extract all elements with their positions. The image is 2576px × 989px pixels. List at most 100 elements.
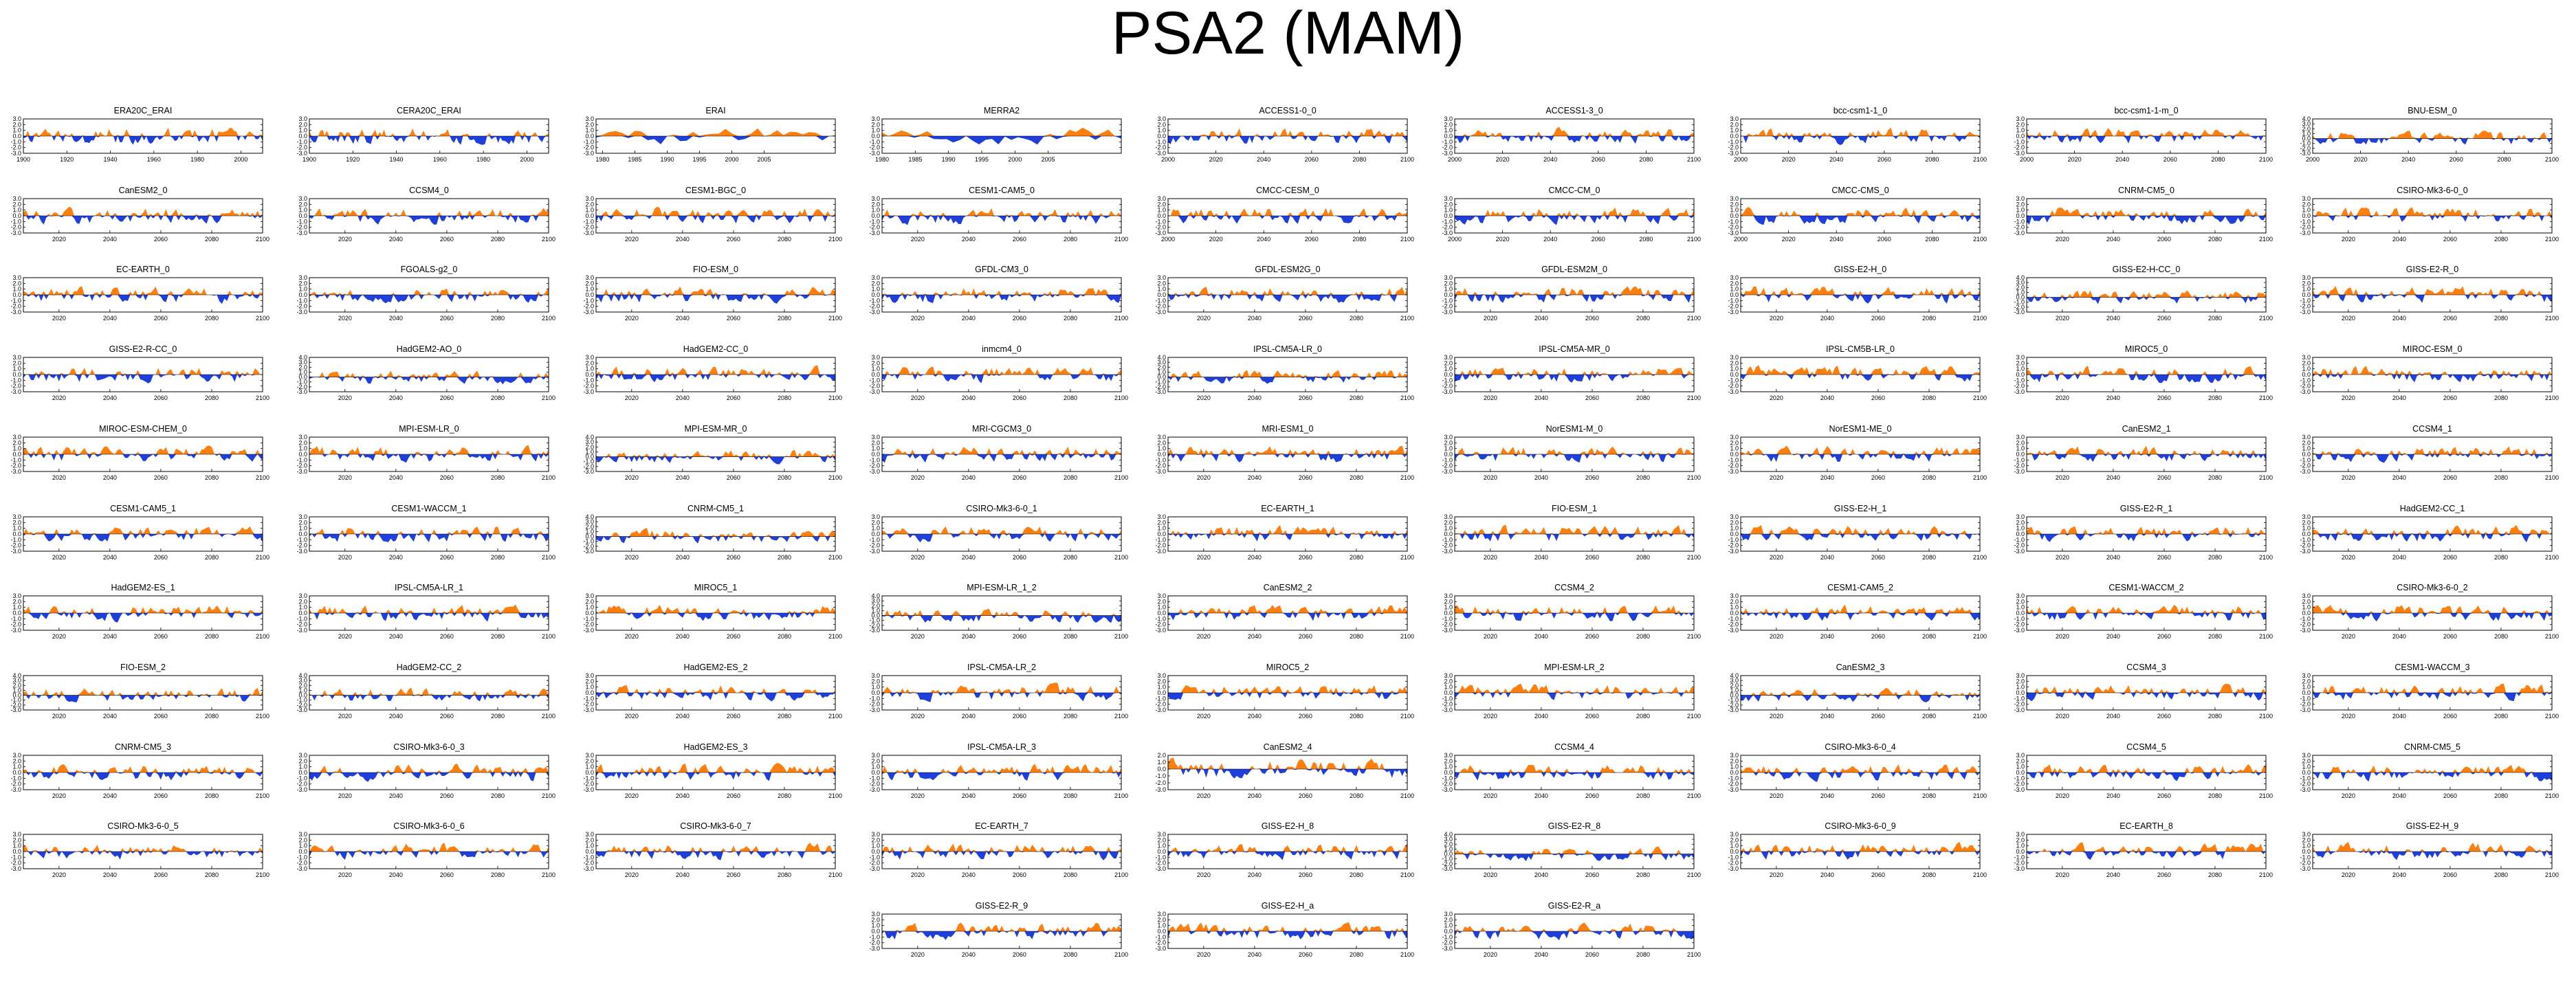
x-tick-label: 2100 (2259, 236, 2273, 243)
y-tick-label: -2.0 (1442, 144, 1453, 151)
x-tick-label: 2100 (1686, 474, 1700, 481)
panel-title: CSIRO-Mk3-6-0_4 (1825, 742, 1896, 752)
y-tick-label: 0.0 (1444, 851, 1453, 858)
x-tick-label: 2060 (1585, 554, 1598, 561)
y-tick-label: 2.0 (1158, 916, 1167, 923)
y-tick-label: 1.0 (12, 206, 21, 213)
y-tick-label: 1.0 (299, 127, 308, 134)
negative-area (595, 613, 835, 621)
y-tick-label: 0.0 (1158, 531, 1167, 537)
panel-plot: MPI-ESM-LR_03.02.01.00.0-1.0-2.0-3.02020… (297, 424, 556, 481)
y-tick-label: 3.0 (1158, 115, 1167, 122)
positive-area (23, 605, 263, 614)
y-tick-label: -2.0 (869, 144, 880, 151)
y-tick-label: -1.0 (583, 537, 594, 544)
panel-title: EC-EARTH_0 (116, 265, 170, 274)
x-tick-label: 2100 (1114, 633, 1128, 640)
y-tick-label: -3.0 (297, 388, 308, 395)
x-tick-label: 2020 (1770, 871, 1783, 878)
y-tick-label: 1.0 (12, 843, 21, 849)
panel-title: IPSL-CM5A-LR_0 (1253, 344, 1322, 354)
x-tick-label: 2020 (1197, 474, 1211, 481)
y-tick-label: 0.0 (2302, 451, 2311, 458)
y-tick-label: 2.0 (12, 121, 21, 128)
y-tick-label: 4.0 (299, 672, 308, 679)
x-tick-label: 2040 (1248, 474, 1262, 481)
x-tick-label: 2080 (2208, 236, 2222, 243)
y-tick-label: -3.0 (2014, 786, 2025, 793)
y-tick-label: -2.0 (2300, 383, 2311, 390)
negative-area (2027, 533, 2267, 542)
y-tick-label: 1.0 (299, 843, 308, 849)
y-tick-label: -3.0 (2300, 786, 2311, 793)
x-tick-label: 2040 (1534, 554, 1548, 561)
x-tick-label: 2100 (542, 792, 555, 799)
x-tick-label: 2080 (1350, 554, 1363, 561)
x-tick-label: 2020 (338, 871, 352, 878)
y-tick-label: -3.0 (1156, 707, 1167, 713)
y-tick-label: 2.0 (1730, 121, 1739, 128)
negative-area (881, 772, 1121, 781)
positive-area (2027, 526, 2267, 534)
y-tick-label: -2.0 (583, 463, 594, 470)
y-tick-label: -1.0 (297, 616, 308, 623)
y-tick-label: 0.0 (12, 531, 21, 537)
y-tick-label: 3.0 (1730, 354, 1739, 361)
positive-area (2313, 605, 2553, 614)
positive-area (1168, 370, 1408, 377)
positive-area (1454, 286, 1694, 296)
plot-frame (1167, 755, 1408, 790)
negative-area (881, 692, 1121, 702)
panel-title: HadGEM2-ES_3 (683, 742, 747, 752)
negative-area (1168, 377, 1408, 384)
x-tick-label: 2040 (962, 554, 976, 561)
y-tick-label: -2.0 (869, 860, 880, 867)
x-tick-label: 2080 (1636, 871, 1649, 878)
y-tick-label: 0.0 (2016, 212, 2025, 219)
panel-plot: IPSL-CM5B-LR_03.02.01.00.0-1.0-2.0-3.020… (1728, 344, 1987, 401)
y-tick-label: -3.0 (2300, 548, 2311, 555)
y-tick-label: -2.0 (869, 622, 880, 629)
y-tick-label: 2.0 (2302, 757, 2311, 764)
x-tick-label: 1920 (346, 156, 360, 163)
positive-area (1740, 127, 1980, 136)
panel-title: GISS-E2-H_0 (1834, 265, 1886, 274)
x-tick-label: 2100 (2259, 395, 2273, 401)
x-tick-label: 2060 (1591, 156, 1605, 163)
positive-area (1168, 208, 1408, 216)
x-tick-label: 2060 (154, 315, 168, 322)
y-tick-label: -1.0 (869, 617, 880, 624)
x-tick-label: 2020 (1197, 554, 1211, 561)
x-tick-label: 2020 (911, 951, 925, 958)
positive-area (1168, 128, 1408, 136)
y-tick-label: 3.0 (1158, 831, 1167, 838)
negative-area (23, 375, 263, 384)
y-tick-label: 0.0 (1158, 610, 1167, 616)
y-tick-label: 0.0 (585, 533, 594, 540)
x-tick-label: 2100 (2545, 236, 2559, 243)
panel-plot: CESM1-WACCM_33.02.01.00.0-1.0-2.0-3.0202… (2300, 663, 2560, 720)
y-tick-label: -1.0 (869, 536, 880, 543)
positive-area (1454, 764, 1694, 773)
y-tick-label: 3.0 (1158, 672, 1167, 679)
positive-area (881, 208, 1121, 216)
positive-area (2313, 764, 2553, 773)
y-tick-label: 1.0 (1730, 445, 1739, 452)
negative-area (1168, 295, 1408, 304)
x-tick-label: 2020 (1483, 871, 1497, 878)
y-tick-label: -1.0 (2300, 695, 2311, 702)
y-tick-label: 0.0 (2016, 689, 2025, 696)
negative-area (881, 375, 1121, 384)
x-tick-label: 2080 (1925, 236, 1939, 243)
x-tick-label: 2100 (1973, 871, 1987, 878)
y-tick-label: 1.0 (299, 524, 308, 531)
y-tick-label: 0.0 (2302, 371, 2311, 378)
y-tick-label: -3.0 (869, 786, 880, 793)
positive-area (2027, 604, 2267, 614)
x-tick-label: 2080 (1350, 474, 1363, 481)
x-tick-label: 2060 (2157, 554, 2171, 561)
panel-plot: CESM1-WACCM_23.02.01.00.0-1.0-2.0-3.0202… (2014, 583, 2274, 640)
